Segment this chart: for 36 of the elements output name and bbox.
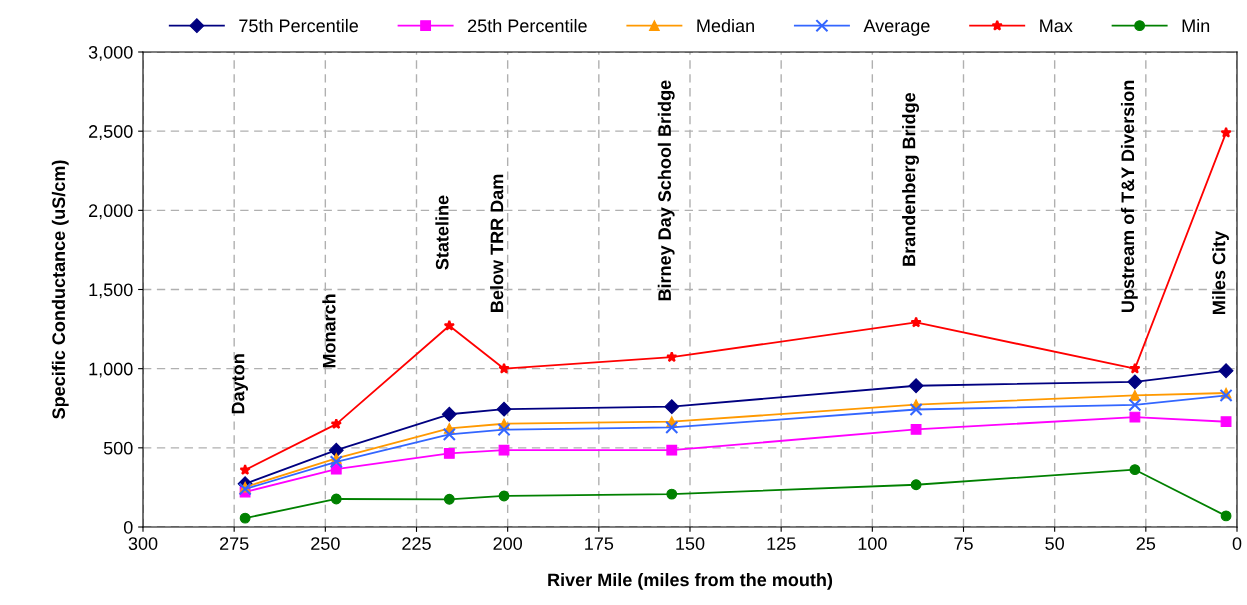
y-tick-label: 3,000 bbox=[88, 45, 133, 61]
y-axis-title: Specific Conductance (uS/cm) bbox=[51, 160, 69, 419]
annotation: Monarch bbox=[322, 294, 336, 368]
x-tick-label: 175 bbox=[585, 537, 614, 550]
legend-label: Max bbox=[1040, 19, 1073, 33]
y-tick-label: 2,500 bbox=[89, 125, 133, 141]
y-tick-label: 1,500 bbox=[89, 283, 133, 299]
x-tick-label: 150 bbox=[676, 537, 705, 550]
x-tick-label: 300 bbox=[128, 537, 158, 550]
y-tick-label: 500 bbox=[103, 441, 133, 455]
legend-label: 75th Percentile bbox=[239, 18, 359, 33]
x-tick-label: 275 bbox=[220, 537, 249, 550]
y-tick-label: 2,000 bbox=[89, 204, 133, 220]
annotation: Stateline bbox=[435, 195, 449, 270]
annotation: Below TRR Dam bbox=[490, 174, 504, 312]
x-tick-label: 225 bbox=[402, 537, 431, 550]
annotation: Miles City bbox=[1212, 230, 1229, 314]
legend-label: Median bbox=[697, 18, 754, 33]
annotation: Birney Day School Bridge bbox=[657, 80, 675, 301]
annotation: Upstream of T&Y Diversion bbox=[1120, 80, 1138, 313]
x-tick-label: 100 bbox=[858, 537, 887, 550]
x-tick-label: 25 bbox=[1136, 537, 1156, 550]
x-tick-label: 200 bbox=[493, 537, 523, 550]
legend-label: 25th Percentile bbox=[468, 18, 587, 33]
x-tick-label: 250 bbox=[311, 537, 340, 550]
x-tick-label: 125 bbox=[767, 537, 796, 550]
y-tick-label: 1,000 bbox=[89, 362, 133, 378]
x-tick-label: 0 bbox=[1232, 537, 1242, 550]
x-tick-label: 75 bbox=[954, 537, 973, 550]
annotation: Dayton bbox=[231, 354, 248, 414]
legend-label: Average bbox=[863, 19, 930, 36]
y-tick-label: 0 bbox=[123, 520, 133, 534]
x-axis-title: River Mile (miles from the mouth) bbox=[548, 573, 833, 590]
annotation: Brandenberg Bridge bbox=[902, 92, 919, 266]
x-tick-label: 50 bbox=[1045, 537, 1064, 550]
legend-label: Min bbox=[1182, 18, 1210, 32]
